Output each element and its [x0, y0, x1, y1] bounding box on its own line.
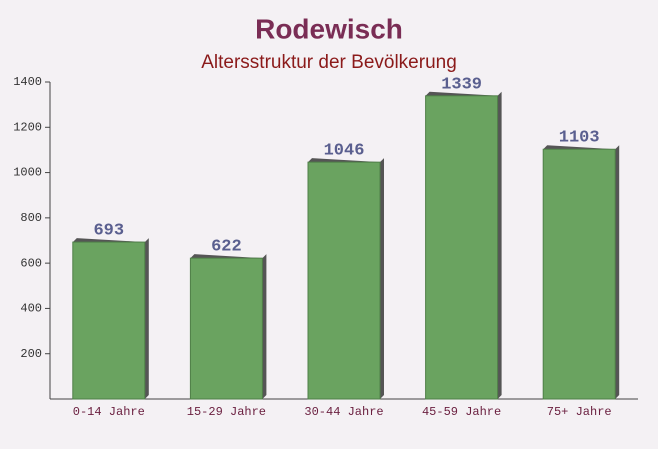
y-tick-label: 200	[20, 347, 42, 361]
value-label: 1339	[441, 75, 482, 94]
x-tick-label: 30-44 Jahre	[304, 405, 383, 419]
bar	[425, 95, 499, 400]
y-tick-label: 400	[20, 302, 42, 316]
y-tick-label: 1200	[13, 120, 42, 134]
value-label: 693	[93, 222, 124, 241]
bar	[72, 241, 146, 400]
y-tick-label: 1000	[13, 166, 42, 180]
value-label: 622	[211, 238, 242, 257]
y-tick-label: 1400	[13, 75, 42, 89]
bar	[307, 161, 381, 400]
x-tick-label: 0-14 Jahre	[73, 405, 145, 419]
y-tick-label: 800	[20, 211, 42, 225]
value-label: 1103	[559, 129, 600, 148]
bar	[189, 257, 263, 400]
x-tick-label: 15-29 Jahre	[187, 405, 266, 419]
value-label: 1046	[324, 142, 365, 161]
bar	[542, 148, 616, 400]
x-tick-label: 75+ Jahre	[547, 405, 612, 419]
x-tick-label: 45-59 Jahre	[422, 405, 501, 419]
y-tick-label: 600	[20, 256, 42, 270]
chart-subtitle: Altersstruktur der Bevölkerung	[201, 52, 457, 73]
chart-title: Rodewisch	[255, 13, 403, 44]
